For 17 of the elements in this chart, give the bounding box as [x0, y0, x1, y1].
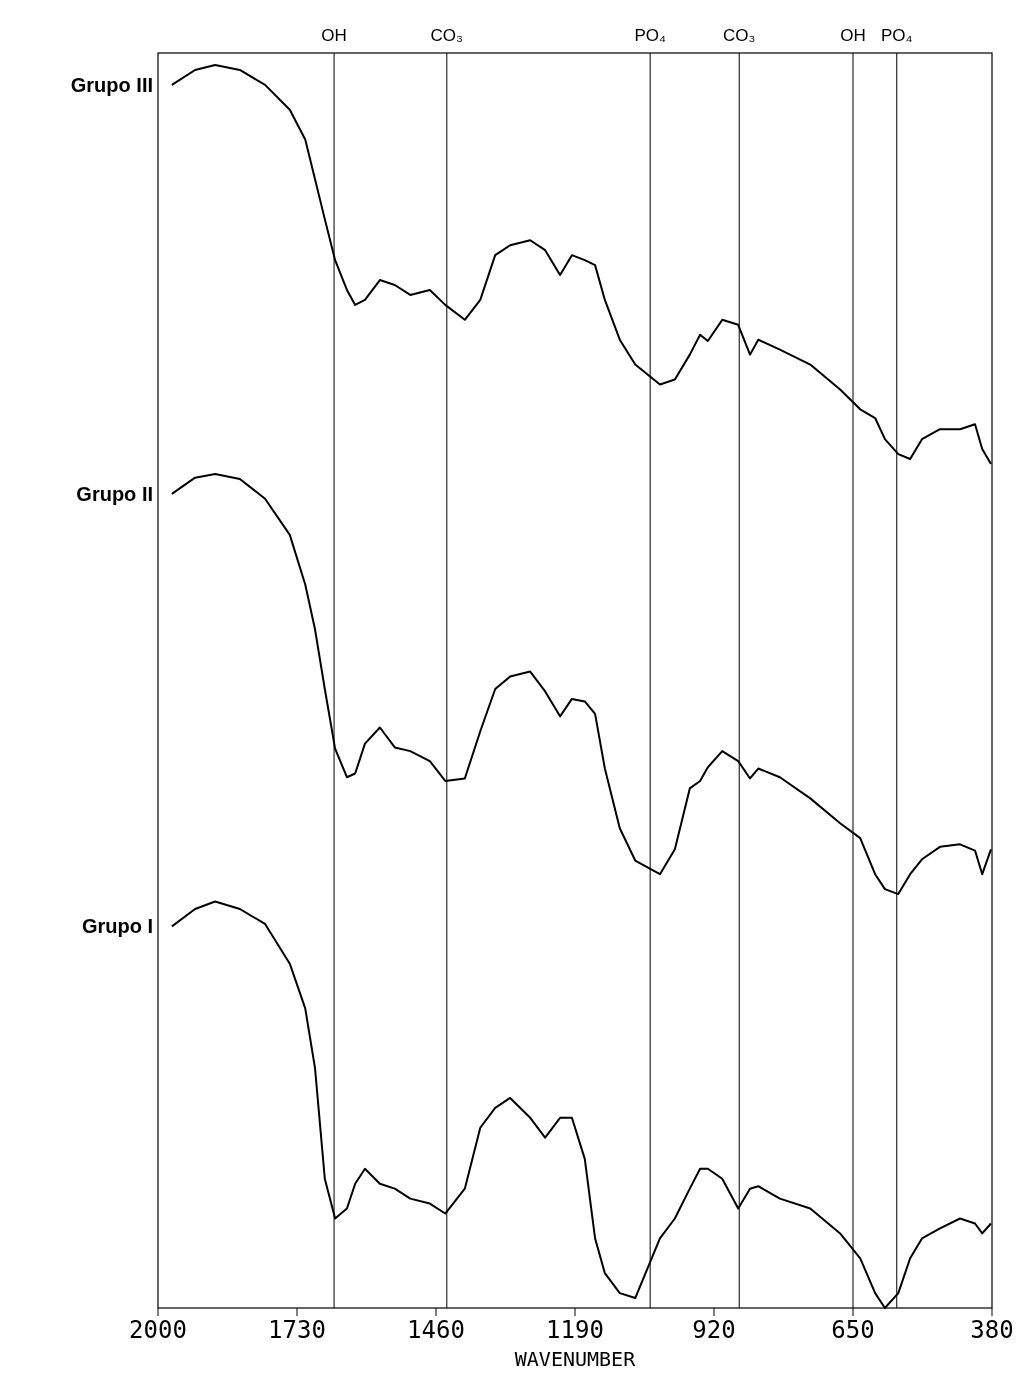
ref-line-label: PO₄ [881, 26, 913, 45]
ref-line-label: CO₃ [723, 26, 756, 45]
x-axis-title: WAVENUMBER [514, 1347, 637, 1371]
x-tick-label: 1730 [268, 1316, 326, 1344]
x-tick-label: 1460 [407, 1316, 465, 1344]
ref-line-label: PO₄ [634, 26, 666, 45]
x-tick-label: 920 [692, 1316, 736, 1344]
ref-line-label: OH [321, 26, 347, 45]
series-label: Grupo II [76, 482, 153, 505]
ref-line-label: CO₃ [430, 26, 464, 45]
ref-line-label: OH [840, 26, 866, 45]
x-tick-label: 1190 [546, 1316, 604, 1344]
series-label: Grupo III [70, 73, 153, 96]
x-tick-label: 380 [970, 1316, 1014, 1344]
x-tick-label: 2000 [129, 1316, 187, 1344]
series-label: Grupo I [81, 915, 153, 938]
x-tick-label: 650 [831, 1316, 875, 1344]
